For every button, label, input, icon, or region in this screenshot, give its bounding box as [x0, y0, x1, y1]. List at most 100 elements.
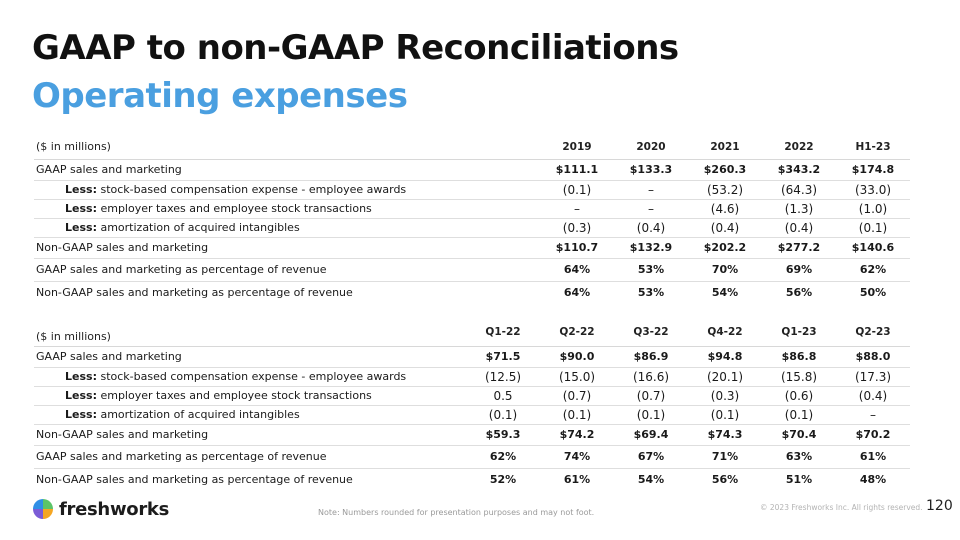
cell-value: 0.5	[466, 386, 540, 406]
cell-value: $90.0	[540, 346, 614, 368]
row-label: Less: stock-based compensation expense -…	[34, 180, 466, 200]
row-label: GAAP sales and marketing as percentage o…	[34, 258, 466, 282]
cell-value: $69.4	[614, 424, 688, 446]
cell-value: 67%	[614, 445, 688, 469]
cell-value: 74%	[540, 445, 614, 469]
table-header-row: ($ in millions) 2019 2020 2021 2022 H1-2…	[34, 135, 910, 160]
cell-value: 64%	[563, 286, 591, 300]
cell-value: $202.2	[688, 237, 762, 259]
cell-value: (15.0)	[540, 367, 614, 387]
cell-value: (15.8)	[762, 367, 836, 387]
cell-value: 64%	[540, 258, 614, 282]
cell-value: $111.1	[540, 159, 614, 181]
table-row: Less: stock-based compensation expense -…	[34, 367, 910, 387]
cell-value: 61%	[836, 445, 910, 469]
cell-value: (0.4)	[688, 218, 762, 238]
table-row: Non-GAAP sales and marketing as percenta…	[34, 281, 910, 304]
cell-value: –	[540, 199, 614, 219]
cell-value: $70.2	[836, 424, 910, 446]
cell-value: (0.1)	[762, 405, 836, 425]
cell-value: $94.8	[688, 346, 762, 368]
cell-value: (16.6)	[614, 367, 688, 387]
row-label: GAAP sales and marketing	[34, 159, 466, 181]
table-row: GAAP sales and marketing $111.1 $133.3 $…	[34, 159, 910, 181]
row-label: Non-GAAP sales and marketing	[34, 237, 466, 259]
cell-value: (0.1)	[688, 405, 762, 425]
cell-value: $140.6	[836, 237, 910, 259]
cell-value: 69%	[762, 258, 836, 282]
cell-value: $86.8	[762, 346, 836, 368]
cell-value: 61%	[563, 473, 591, 487]
cell-value: $110.7	[540, 237, 614, 259]
cell-value: (0.1)	[614, 405, 688, 425]
freshworks-logo-icon	[33, 499, 53, 519]
cell-value: $71.5	[466, 346, 540, 368]
row-label: Non-GAAP sales and marketing as percenta…	[36, 473, 353, 487]
column-header: 2022	[762, 135, 836, 160]
cell-value: 48%	[859, 473, 887, 487]
cell-value: (20.1)	[688, 367, 762, 387]
cell-value: (0.3)	[688, 386, 762, 406]
cell-value: 54%	[637, 473, 665, 487]
cell-value: 56%	[785, 286, 813, 300]
page-number: 120	[926, 498, 953, 514]
cell-value: $70.4	[762, 424, 836, 446]
row-label: Less: employer taxes and employee stock …	[34, 386, 466, 406]
cell-value: $260.3	[688, 159, 762, 181]
table-row: Less: amortization of acquired intangibl…	[34, 218, 910, 238]
cell-value: 51%	[785, 473, 813, 487]
cell-value: $86.9	[614, 346, 688, 368]
cell-value: (0.4)	[836, 386, 910, 406]
cell-value: $174.8	[836, 159, 910, 181]
cell-value: $74.3	[688, 424, 762, 446]
unit-label: ($ in millions)	[34, 135, 466, 160]
cell-value: 62%	[466, 445, 540, 469]
cell-value: 54%	[711, 286, 739, 300]
cell-value: (0.7)	[540, 386, 614, 406]
cell-value: $277.2	[762, 237, 836, 259]
row-label: GAAP sales and marketing	[34, 346, 466, 368]
cell-value: 53%	[614, 258, 688, 282]
column-header: Q1-23	[762, 318, 836, 347]
column-header: Q4-22	[688, 318, 762, 347]
cell-value: $132.9	[614, 237, 688, 259]
table-row: Less: employer taxes and employee stock …	[34, 199, 910, 219]
cell-value: (0.1)	[466, 405, 540, 425]
row-label: Non-GAAP sales and marketing as percenta…	[36, 286, 353, 300]
cell-value: $59.3	[466, 424, 540, 446]
cell-value: –	[614, 199, 688, 219]
table-header-row: ($ in millions) Q1-22 Q2-22 Q3-22 Q4-22 …	[34, 318, 910, 347]
column-header: H1-23	[836, 135, 910, 160]
cell-value: $88.0	[836, 346, 910, 368]
cell-value: (53.2)	[688, 180, 762, 200]
column-header: 2021	[688, 135, 762, 160]
table-row: Less: employer taxes and employee stock …	[34, 386, 910, 406]
row-label: Less: amortization of acquired intangibl…	[34, 405, 466, 425]
quarterly-reconciliation-table: ($ in millions) Q1-22 Q2-22 Q3-22 Q4-22 …	[34, 318, 910, 491]
page-title: GAAP to non-GAAP Reconciliations	[32, 28, 679, 68]
cell-value: (64.3)	[762, 180, 836, 200]
cell-value: (0.7)	[614, 386, 688, 406]
cell-value: $133.3	[614, 159, 688, 181]
cell-value: (0.4)	[614, 218, 688, 238]
cell-value: (0.4)	[762, 218, 836, 238]
column-header	[466, 135, 540, 160]
footnote: Note: Numbers rounded for presentation p…	[318, 508, 595, 517]
cell-value: 56%	[711, 473, 739, 487]
cell-value: 71%	[688, 445, 762, 469]
cell-value: (0.6)	[762, 386, 836, 406]
table-row: Non-GAAP sales and marketing $110.7 $132…	[34, 237, 910, 259]
column-header: Q2-22	[540, 318, 614, 347]
cell-value: 53%	[637, 286, 665, 300]
cell-value: (1.3)	[762, 199, 836, 219]
cell-value: 63%	[762, 445, 836, 469]
row-label: Non-GAAP sales and marketing	[34, 424, 466, 446]
logo-wordmark: freshworks	[59, 498, 170, 520]
column-header: Q2-23	[836, 318, 910, 347]
column-header: Q1-22	[466, 318, 540, 347]
cell-value: (0.1)	[836, 218, 910, 238]
cell-value: 50%	[859, 286, 887, 300]
copyright-text: © 2023 Freshworks Inc. All rights reserv…	[760, 503, 923, 512]
row-label: Less: employer taxes and employee stock …	[34, 199, 466, 219]
column-header: 2020	[614, 135, 688, 160]
